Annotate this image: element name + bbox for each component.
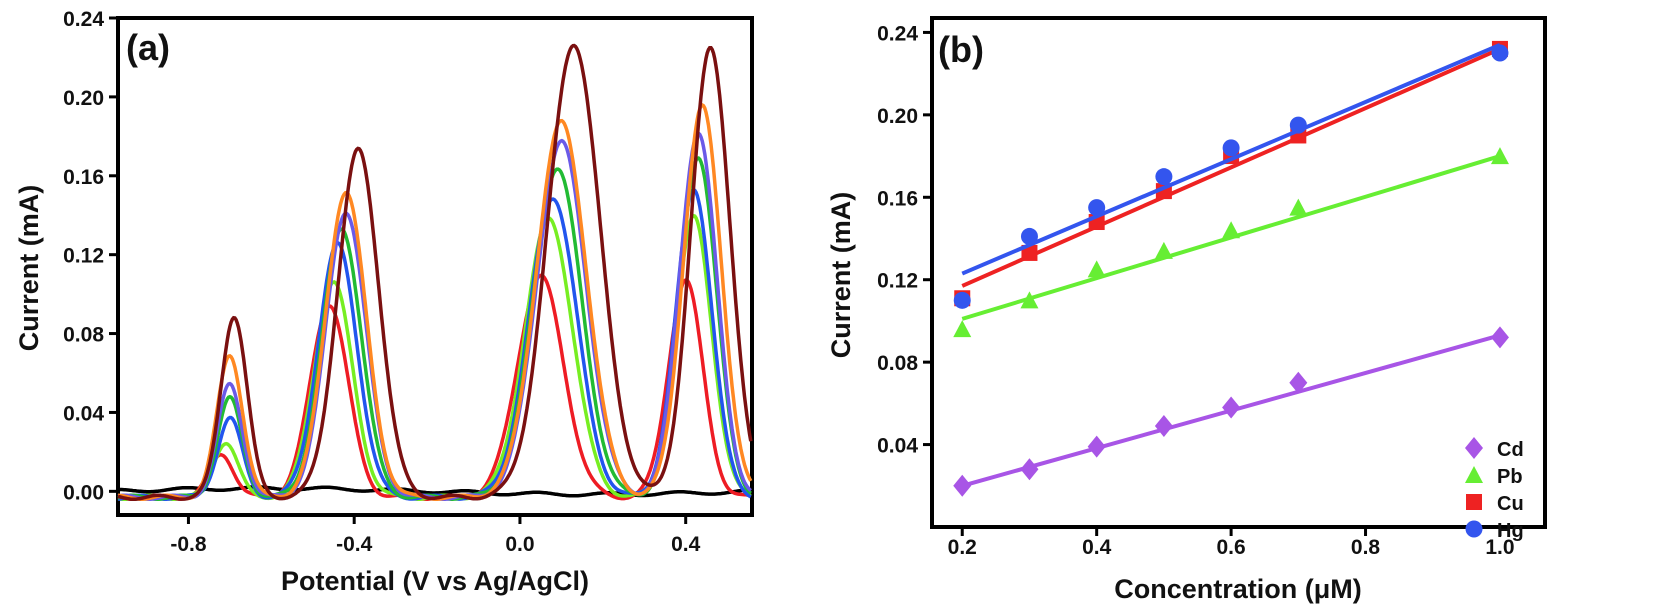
data-point-pb (1154, 241, 1173, 259)
data-point-cd (1490, 326, 1509, 349)
legend-marker-cu (1466, 494, 1482, 510)
panel-a-x-axis-title: Potential (V vs Ag/AgCl) (281, 566, 589, 596)
data-point-cd (1020, 458, 1039, 481)
panel-a-plot-frame (116, 16, 754, 517)
data-point-cd (1289, 371, 1308, 394)
data-point-hg (1289, 116, 1307, 134)
panel-a-y-tick-label: 0.00 (63, 481, 104, 504)
data-point-hg (1155, 168, 1173, 186)
panel-a-x-tick-label: 0.4 (671, 533, 701, 556)
data-point-hg (1088, 199, 1106, 217)
data-point-cd (1222, 396, 1241, 419)
panel-a-y-tick-label: 0.12 (63, 245, 104, 268)
panel-b-x-tick-label: 0.2 (948, 536, 977, 559)
panel-a-curve-0 (117, 485, 751, 498)
panel-a-curve-7 (117, 43, 753, 501)
data-point-pb (1087, 260, 1106, 278)
data-point-pb (953, 320, 972, 338)
panel-b-x-tick-label: 1.0 (1485, 536, 1514, 559)
fit-line-hg (961, 42, 1501, 276)
legend-label-pb: Pb (1497, 466, 1523, 488)
data-point-hg (1491, 44, 1509, 62)
data-point-hg (1222, 139, 1240, 157)
panel-a-y-axis-title: Current (mA) (14, 185, 44, 352)
data-point-hg (953, 291, 971, 309)
panel-b-y-tick-label: 0.04 (877, 435, 918, 458)
panel-b-y-tick-label: 0.16 (877, 187, 918, 210)
panel-b-x-tick-label: 0.4 (1082, 536, 1112, 559)
panel-a-y-tick-label: 0.04 (63, 402, 104, 425)
panel-a-y-tick-label: 0.16 (63, 166, 104, 189)
panel-b-x-axis-title: Concentration (μM) (1114, 574, 1362, 604)
panel-b-y-tick-label: 0.24 (877, 22, 918, 45)
panel-a-y-tick-label: 0.24 (63, 8, 104, 31)
panel-a-x-tick-label: -0.4 (336, 533, 373, 556)
panel-b-y-tick-label: 0.20 (877, 105, 918, 128)
panel-b-y-tick-label: 0.08 (877, 352, 918, 375)
panel-a: -0.8 -0.4 0.0 0.4 0.00 0.04 0.08 0.12 0.16 0.20 0.… (63, 8, 754, 556)
panel-a-x-tick-label: -0.8 (170, 533, 207, 556)
panel-a-y-tick-label: 0.08 (63, 324, 104, 347)
data-point-hg (1020, 227, 1038, 245)
panel-a-label: (a) (126, 27, 170, 68)
panel-b-x-tick-label: 0.8 (1351, 536, 1381, 559)
data-point-cu (1021, 244, 1038, 261)
panel-a-y-tick-label: 0.20 (63, 87, 104, 110)
legend-label-cd: Cd (1497, 439, 1524, 461)
legend-marker-pb (1465, 466, 1483, 483)
data-point-cd (953, 474, 972, 497)
panel-b: 0.2 0.4 0.6 0.8 1.0 0.04 0.08 0.12 0.16 0.20 0.24 C… (877, 16, 1547, 559)
data-point-pb (1289, 198, 1308, 216)
data-point-pb (1222, 221, 1241, 239)
panel-b-y-axis-title: Current (mA) (826, 192, 856, 359)
data-point-pb (1490, 147, 1509, 165)
data-point-cd (1087, 435, 1106, 458)
data-point-cd (1154, 415, 1173, 438)
legend-marker-hg (1465, 520, 1483, 538)
fit-line-cu (961, 47, 1501, 288)
data-point-pb (1020, 291, 1039, 309)
panel-a-x-tick-label: 0.0 (505, 533, 534, 556)
panel-b-y-tick-label: 0.12 (877, 270, 918, 293)
panel-b-plot-frame (930, 16, 1547, 529)
legend-label-cu: Cu (1497, 493, 1524, 515)
panel-b-label: (b) (938, 29, 984, 70)
legend-label-hg: Hg (1497, 520, 1524, 542)
panel-b-x-tick-label: 0.6 (1217, 536, 1246, 559)
legend-marker-cd (1465, 437, 1483, 459)
